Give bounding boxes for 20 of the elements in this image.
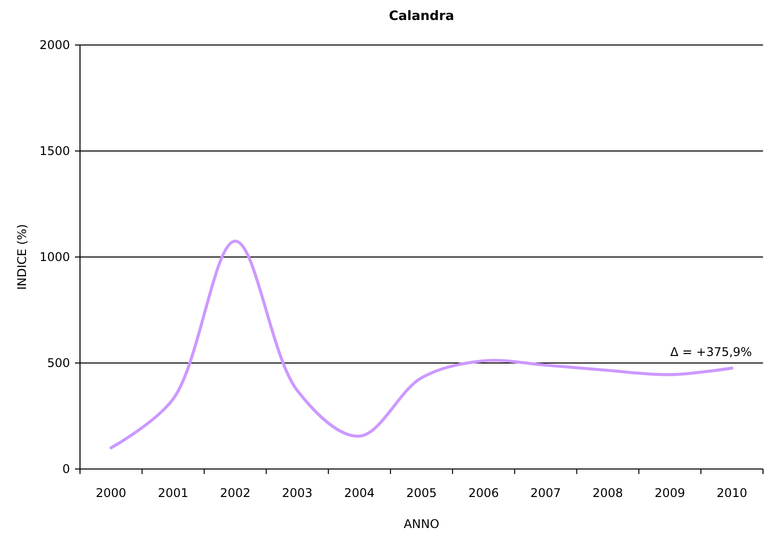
y-tick-label: 500	[47, 356, 70, 370]
x-tick-label: 2006	[468, 486, 499, 500]
x-tick-label: 2007	[530, 486, 561, 500]
y-axis-title: INDICE (%)	[15, 224, 29, 290]
x-axis-title: ANNO	[404, 517, 440, 531]
x-tick-label: 2010	[716, 486, 748, 500]
y-tick-label: 0	[62, 462, 70, 476]
x-tick-label: 2003	[282, 486, 313, 500]
x-tick-label: 2005	[406, 486, 437, 500]
chart-title: Calandra	[388, 9, 454, 24]
x-tick-label: 2001	[158, 486, 188, 500]
y-tick-label: 1500	[39, 144, 70, 158]
x-tick-label: 2000	[96, 486, 126, 500]
x-tick-label: 2008	[592, 486, 624, 500]
x-tick-label: 2004	[344, 486, 375, 500]
x-tick-label: 2002	[220, 486, 250, 500]
x-tick-label: 2009	[654, 486, 686, 500]
y-tick-label: 2000	[39, 38, 70, 52]
y-tick-label: 1000	[39, 250, 70, 264]
annotation: Δ = +375,9%	[670, 345, 752, 360]
